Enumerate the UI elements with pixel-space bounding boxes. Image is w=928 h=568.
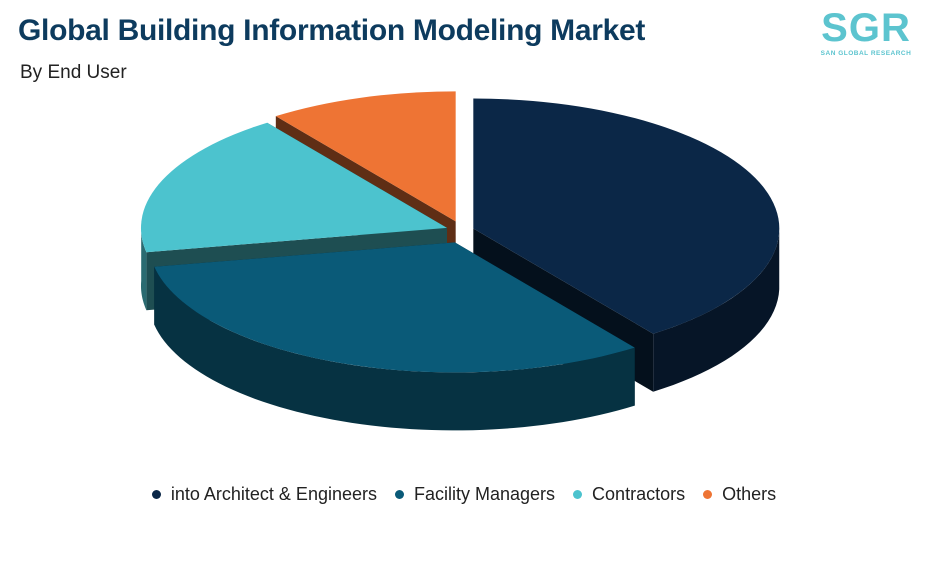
legend-item: Others <box>703 484 776 505</box>
pie-slice-2 <box>140 122 447 253</box>
pie-slice-0 <box>473 98 780 334</box>
chart-legend: into Architect & Engineers Facility Manag… <box>0 484 928 505</box>
legend-label: Others <box>722 484 777 504</box>
logo-mark: SGR <box>821 6 911 50</box>
legend-label: into Architect & Engineers <box>170 484 377 504</box>
chart-subtitle: By End User <box>20 62 127 83</box>
pie-slice-1 <box>154 242 635 373</box>
pie-tops <box>140 91 780 373</box>
legend-dot-icon <box>151 490 161 499</box>
legend-item: into Architect & Engineers <box>151 484 377 505</box>
legend-dot-icon <box>703 490 713 499</box>
legend-dot-icon <box>395 490 404 499</box>
sgr-logo: SGR SAN GLOBAL RESEARCH <box>816 6 916 60</box>
legend-label: Contractors <box>592 484 686 504</box>
legend-label: Facility Managers <box>414 484 556 504</box>
logo-text: SAN GLOBAL RESEARCH <box>820 50 912 57</box>
legend-item: Contractors <box>573 484 685 505</box>
legend-item: Facility Managers <box>395 484 555 505</box>
legend-dot-icon <box>573 490 583 499</box>
pie-slice-3 <box>275 91 456 222</box>
chart-title: Global Building Information Modeling Mar… <box>18 14 646 47</box>
